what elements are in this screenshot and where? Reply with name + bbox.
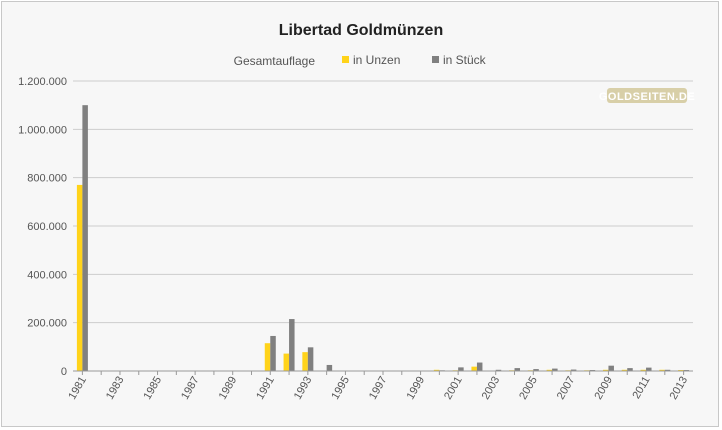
bar-in-unzen-2006 — [546, 369, 553, 371]
x-tick-label: 1989 — [217, 375, 240, 402]
bar-in-stueck-1994 — [326, 364, 333, 371]
bar-in-unzen-2002 — [471, 366, 477, 371]
legend: Gesamtauflage in Unzen in Stück — [234, 53, 487, 68]
x-tick-label: 1981 — [66, 375, 89, 402]
bar-in-unzen-2009 — [602, 369, 609, 371]
x-tick-label: 1991 — [254, 375, 277, 402]
goldseiten-watermark: GOLDSEITEN.DE — [599, 88, 695, 103]
bar-in-stueck-2009 — [608, 365, 614, 371]
y-tick-label: 0 — [61, 366, 67, 378]
y-tick-label: 200.000 — [27, 318, 67, 330]
bar-in-unzen-2012 — [659, 369, 665, 371]
x-tick-label: 1985 — [142, 375, 165, 402]
bar-in-stueck-2001 — [458, 367, 464, 371]
legend-title: Gesamtauflage — [234, 54, 316, 68]
x-tick-label: 2001 — [442, 375, 465, 402]
bar-in-unzen-2011 — [640, 369, 647, 371]
x-tick-label: 2005 — [517, 375, 540, 402]
x-tick-label: 2011 — [630, 375, 652, 401]
bar-in-stueck-2011 — [646, 367, 652, 371]
bar-in-stueck-1993 — [307, 347, 314, 371]
bar-in-stueck-2005 — [533, 369, 539, 371]
bar-in-unzen-1991 — [264, 343, 271, 371]
bar-in-unzen-1992 — [283, 353, 290, 371]
bar-in-stueck-2010 — [627, 368, 633, 371]
x-tick-label: 2007 — [555, 375, 578, 402]
y-tick-label: 1.000.000 — [18, 124, 67, 136]
y-tick-label: 1.200.000 — [18, 76, 67, 88]
bar-in-unzen-2000 — [433, 369, 440, 371]
x-tick-label: 2013 — [668, 375, 691, 402]
x-tick-label: 2003 — [480, 375, 503, 402]
bar-in-stueck-2002 — [476, 362, 483, 371]
bar-in-stueck-2004 — [514, 368, 521, 371]
x-tick-label: 1987 — [179, 375, 202, 402]
legend-label-in-stueck: in Stück — [443, 53, 487, 67]
legend-swatch-in-stueck — [432, 56, 439, 63]
x-tick-label: 2009 — [592, 375, 615, 402]
chart-title: Libertad Goldmünzen — [279, 22, 443, 39]
bar-in-stueck-2003 — [495, 369, 502, 371]
x-tick-label: 1999 — [405, 375, 428, 402]
y-tick-label: 400.000 — [27, 269, 67, 281]
y-tick-label: 800.000 — [27, 173, 67, 185]
x-tick-label: 1995 — [329, 375, 352, 402]
bar-in-stueck-2012 — [664, 369, 671, 371]
bar-in-unzen-1981 — [76, 184, 83, 371]
bar-in-unzen-2010 — [621, 369, 628, 371]
bar-in-stueck-1992 — [289, 319, 295, 371]
legend-swatch-in-unzen — [342, 56, 349, 63]
bar-in-stueck-2006 — [552, 368, 558, 371]
bar-in-stueck-1981 — [82, 105, 88, 372]
watermark-text: GOLDSEITEN.DE — [599, 91, 695, 103]
bar-in-unzen-1993 — [302, 352, 308, 371]
y-tick-label: 600.000 — [27, 221, 67, 233]
x-tick-label: 1993 — [292, 375, 315, 402]
bar-in-stueck-2007 — [570, 369, 577, 371]
x-tick-label: 1997 — [367, 375, 390, 402]
legend-label-in-unzen: in Unzen — [353, 53, 400, 67]
bar-in-stueck-1991 — [270, 335, 276, 371]
x-tick-label: 1983 — [104, 375, 127, 402]
